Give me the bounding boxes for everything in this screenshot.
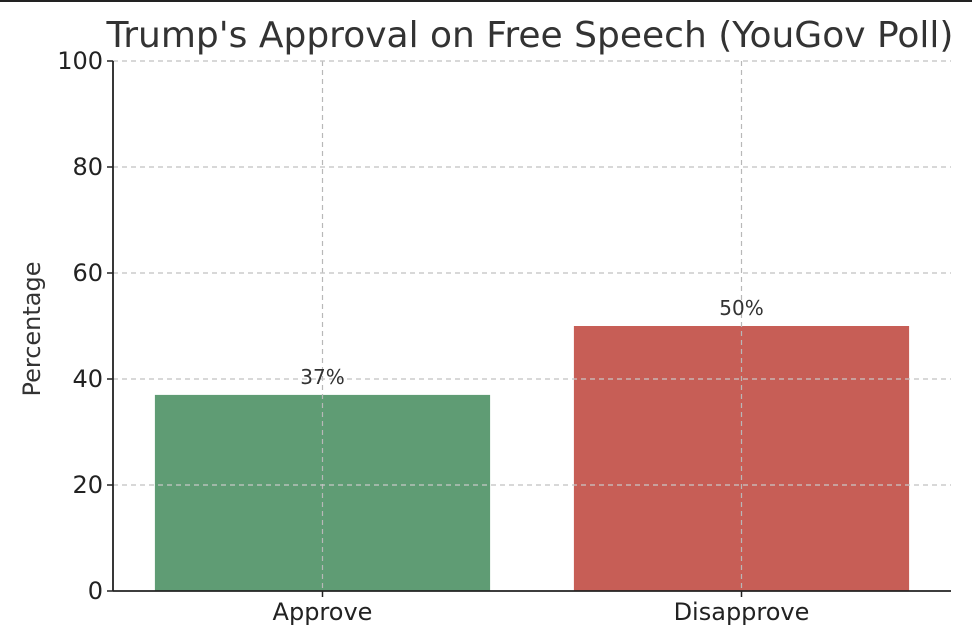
y-tick-label: 80 [72, 153, 103, 181]
y-tick-label: 100 [57, 47, 103, 75]
labels: 37% Approve 50% Disapprove 0 20 40 60 80 100 [57, 47, 809, 626]
y-tick-label: 20 [72, 471, 103, 499]
bars [113, 60, 951, 591]
data-label-disapprove: 50% [719, 296, 763, 320]
y-tick-label: 40 [72, 365, 103, 393]
y-tick-label: 60 [72, 259, 103, 287]
y-axis-label: Percentage [18, 261, 46, 396]
x-tick-label-approve: Approve [273, 598, 373, 626]
data-label-approve: 37% [300, 365, 344, 389]
axes [107, 60, 951, 597]
chart-title: Trump's Approval on Free Speech (YouGov … [106, 15, 954, 56]
x-tick-label-disapprove: Disapprove [674, 598, 810, 626]
top-border [0, 0, 972, 2]
y-tick-label: 0 [88, 577, 103, 605]
